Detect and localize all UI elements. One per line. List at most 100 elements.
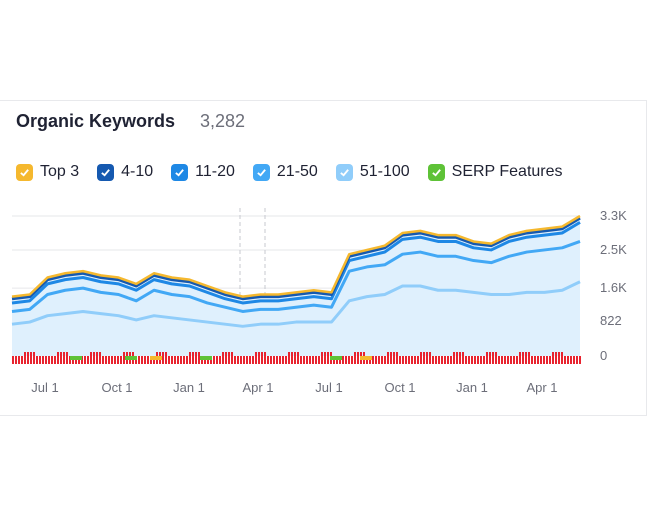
serp-marker [261,352,263,364]
serp-marker [327,352,329,364]
serp-marker [405,356,407,364]
series-line-4-10[interactable] [11,216,581,301]
serp-marker [276,356,278,364]
serp-marker [465,356,467,364]
serp-marker [219,356,221,364]
chart-legend: Top 3 4-10 11-20 21-50 51-100 SERP Featu… [16,163,581,181]
serp-marker [483,356,485,364]
checkbox-checked-icon[interactable] [16,163,33,181]
serp-marker [168,356,170,364]
serp-marker [228,352,230,364]
serp-marker [315,356,317,364]
keywords-area-chart: 3.3K 2.5K 1.6K 822 0 Jul 1 Oct 1 Jan 1 Apr 1 Jul … [11,208,627,395]
legend-item-4-10[interactable]: 4-10 [97,163,153,181]
serp-marker [114,356,116,364]
legend-label: 51-100 [359,163,410,180]
serp-marker [420,352,422,364]
serp-marker [510,356,512,364]
serp-marker [399,356,401,364]
y-tick-label: 3.3K [600,208,627,223]
serp-marker [279,356,281,364]
serp-marker [381,356,383,364]
serp-marker [300,356,302,364]
serp-marker [540,356,542,364]
serp-marker [480,356,482,364]
serp-marker [222,352,224,364]
serp-marker [441,356,443,364]
serp-marker [525,352,527,364]
legend-item-21-50[interactable]: 21-50 [252,163,318,181]
serp-marker [402,356,404,364]
serp-marker [270,356,272,364]
serp-marker [501,356,503,364]
serp-marker [147,356,149,364]
series-line-51-100[interactable] [11,280,581,328]
serp-marker [471,356,473,364]
serp-marker [450,356,452,364]
serp-marker [294,352,296,364]
serp-marker [477,356,479,364]
serp-marker [303,356,305,364]
serp-marker [321,352,323,364]
serp-marker [99,352,101,364]
serp-marker [255,352,257,364]
series-line-top-3[interactable] [11,214,581,298]
serp-marker [456,352,458,364]
serp-marker [192,352,194,364]
serp-marker [264,352,266,364]
serp-marker [216,356,218,364]
serp-marker [237,356,239,364]
serp-marker [372,356,374,364]
serp-marker [546,356,548,364]
serp-marker [189,352,191,364]
serp-marker [486,352,488,364]
legend-item-11-20[interactable]: 11-20 [171,163,235,181]
serp-marker [138,356,140,364]
serp-marker [171,356,173,364]
legend-item-top-3[interactable]: Top 3 [16,163,79,181]
serp-marker [534,356,536,364]
serp-marker [213,356,215,364]
serp-marker [345,356,347,364]
legend-item-51-100[interactable]: 51-100 [335,163,410,181]
checkbox-checked-icon[interactable] [97,163,115,181]
serp-marker [453,352,455,364]
series-line-21-50[interactable] [11,240,581,313]
serp-marker [393,352,395,364]
serp-marker [429,352,431,364]
x-tick-label: Jan 1 [456,380,488,395]
serp-marker [324,352,326,364]
serp-marker [183,356,185,364]
x-tick-label: Jan 1 [173,380,205,395]
serp-marker [474,356,476,364]
serp-marker [249,356,251,364]
serp-marker [54,356,56,364]
serp-marker [414,356,416,364]
serp-marker [231,352,233,364]
series-line-11-20[interactable] [11,221,581,305]
serp-marker [234,356,236,364]
serp-marker [285,356,287,364]
serp-marker [507,356,509,364]
x-tick-label: Apr 1 [526,380,557,395]
y-tick-label: 0 [600,348,607,363]
checkbox-checked-icon[interactable] [171,163,189,181]
checkbox-checked-icon[interactable] [252,163,270,181]
serp-marker [123,352,125,364]
serp-marker [384,356,386,364]
serp-marker [195,352,197,364]
legend-item-serp-features[interactable]: SERP Features [427,163,563,181]
serp-marker [174,356,176,364]
checkbox-checked-icon[interactable] [427,163,445,181]
serp-marker [24,352,26,364]
serp-marker [33,352,35,364]
serp-marker [522,352,524,364]
serp-marker [549,356,551,364]
serp-marker [30,352,32,364]
serp-marker [186,356,188,364]
serp-marker [267,356,269,364]
area-fill [12,216,580,356]
checkbox-checked-icon[interactable] [335,163,353,181]
serp-marker [555,352,557,364]
serp-marker [423,352,425,364]
